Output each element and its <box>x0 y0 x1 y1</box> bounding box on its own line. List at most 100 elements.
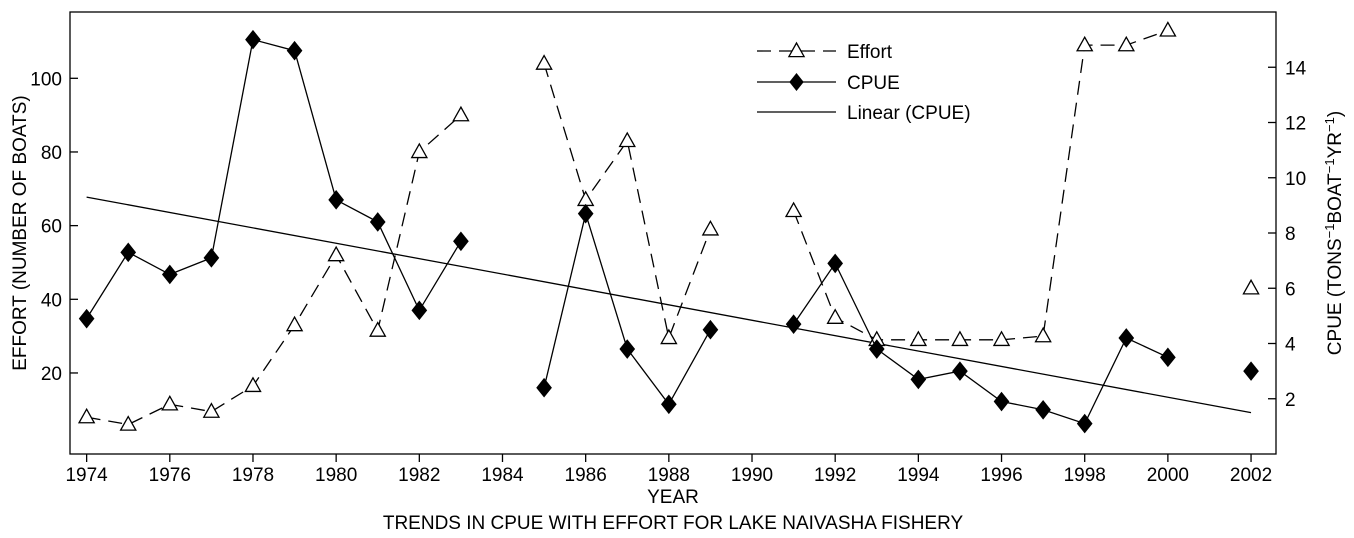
cpue-point <box>577 203 594 224</box>
x-tick-label: 2000 <box>1147 465 1189 486</box>
x-tick-label: 1976 <box>149 465 191 486</box>
y-left-tick-label: 60 <box>41 217 62 238</box>
y-left-tick-label: 20 <box>41 364 62 385</box>
legend-label-linear-cpue: Linear (CPUE) <box>847 103 971 124</box>
cpue-point <box>1160 347 1176 368</box>
cpue-point <box>203 248 220 268</box>
cpue-point <box>952 361 968 381</box>
effort-point <box>784 201 803 218</box>
effort-point <box>951 330 969 347</box>
cpue-point <box>661 394 677 415</box>
cpue-point <box>1035 399 1051 420</box>
cpue-point <box>369 212 386 232</box>
effort-line <box>543 63 712 341</box>
y-right-tick-label: 4 <box>1285 335 1296 356</box>
x-tick-label: 1982 <box>398 465 440 486</box>
x-tick-label: 1984 <box>481 465 524 486</box>
x-tick-label: 1998 <box>1064 465 1106 486</box>
effort-point <box>202 402 221 418</box>
cpue-point <box>785 314 802 334</box>
y-left-tick-label: 40 <box>41 290 62 311</box>
cpue-point <box>1243 361 1259 381</box>
x-tick-label: 1986 <box>565 465 607 486</box>
cpue-point <box>453 231 469 252</box>
cpue-point <box>619 339 636 359</box>
effort-point <box>576 190 595 207</box>
x-tick-label: 1980 <box>315 465 357 486</box>
cpue-point <box>868 339 885 359</box>
cpue-layer <box>78 29 1259 434</box>
cpue-line <box>793 262 1169 425</box>
effort-point <box>992 330 1011 347</box>
effort-point <box>1159 21 1177 37</box>
axis-layer: 1974 1976 1978 1980 1982 1984 1986 1988 1990 1992… <box>30 58 1306 486</box>
cpue-point <box>411 300 428 321</box>
x-tick-label: 2002 <box>1230 465 1272 486</box>
effort-point <box>535 54 553 70</box>
y-right-tick-label: 2 <box>1285 390 1296 411</box>
cpue-point <box>827 253 844 274</box>
linear-cpue-line <box>86 196 1252 414</box>
y-left-axis-title: EFFORT (NUMBER OF BOATS) <box>10 95 31 371</box>
effort-point <box>452 105 470 122</box>
y-right-tick-label: 10 <box>1285 169 1306 190</box>
x-tick-label: 1988 <box>648 465 690 486</box>
effort-point <box>327 245 345 262</box>
legend: Effort CPUE Linear (CPUE) <box>757 41 971 124</box>
trend-layer <box>86 196 1252 414</box>
effort-point <box>161 394 179 411</box>
x-tick-label: 1978 <box>232 465 274 486</box>
legend-marker-cpue <box>789 73 804 91</box>
cpue-point <box>120 242 137 263</box>
effort-point <box>119 415 137 431</box>
x-tick-label: 1994 <box>897 465 940 486</box>
y-right-tick-label: 8 <box>1285 224 1296 245</box>
y-right-tick-label: 6 <box>1285 279 1296 300</box>
effort-point <box>1034 326 1052 343</box>
effort-point <box>410 142 429 159</box>
cpue-point <box>702 319 719 340</box>
effort-line <box>792 29 1169 341</box>
cpue-point <box>993 391 1010 412</box>
x-tick-label: 1996 <box>980 465 1022 486</box>
legend-marker-effort <box>787 41 806 58</box>
effort-point <box>1242 278 1260 295</box>
effort-line <box>86 114 462 426</box>
cpue-point <box>328 190 344 210</box>
effort-point <box>77 407 96 424</box>
cpue-point <box>1076 413 1093 434</box>
cpue-point <box>1118 328 1135 348</box>
legend-label-cpue: CPUE <box>847 73 900 94</box>
effort-layer <box>77 21 1260 431</box>
cpue-point <box>78 308 95 329</box>
cpue-point <box>161 264 178 285</box>
effort-point <box>826 308 844 324</box>
x-tick-label: 1992 <box>814 465 856 486</box>
x-tick-label: 1974 <box>65 465 108 486</box>
chart-caption: TRENDS IN CPUE WITH EFFORT FOR LAKE NAIV… <box>383 513 964 534</box>
effort-point <box>701 219 720 236</box>
effort-point <box>244 376 262 393</box>
cpue-point <box>286 40 303 61</box>
cpue-point <box>245 29 261 50</box>
cpue-line <box>86 38 462 319</box>
legend-label-effort: Effort <box>847 42 893 63</box>
x-axis-title: YEAR <box>647 487 699 508</box>
y-right-tick-label: 12 <box>1285 114 1306 135</box>
effort-point <box>618 131 636 148</box>
effort-point <box>1075 35 1094 52</box>
cpue-point <box>536 377 552 398</box>
effort-point <box>285 315 304 332</box>
y-right-tick-label: 14 <box>1285 58 1307 79</box>
effort-point <box>1117 35 1135 52</box>
effort-point <box>369 321 387 337</box>
y-right-axis-title: CPUE (TONS−1BOAT−1YR−1) <box>1322 111 1347 355</box>
y-left-tick-label: 80 <box>41 143 62 164</box>
effort-point <box>660 328 678 345</box>
x-tick-label: 1990 <box>731 465 773 486</box>
cpue-line <box>543 211 711 406</box>
y-left-tick-label: 100 <box>30 69 62 90</box>
cpue-point <box>910 369 927 390</box>
effort-point <box>909 330 928 347</box>
